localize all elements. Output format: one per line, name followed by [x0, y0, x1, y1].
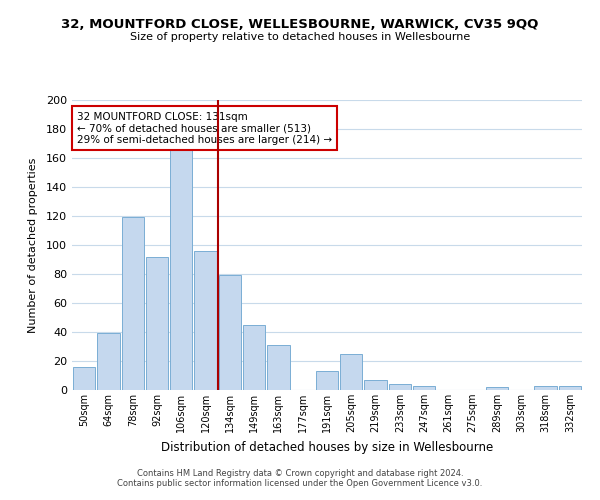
Bar	[267, 345, 290, 390]
Bar	[389, 384, 411, 390]
Bar	[146, 256, 168, 390]
Bar	[243, 325, 265, 390]
Bar	[364, 380, 387, 390]
Text: Size of property relative to detached houses in Wellesbourne: Size of property relative to detached ho…	[130, 32, 470, 42]
Text: Contains public sector information licensed under the Open Government Licence v3: Contains public sector information licen…	[118, 478, 482, 488]
Bar	[316, 371, 338, 390]
Bar	[413, 386, 436, 390]
Text: 32, MOUNTFORD CLOSE, WELLESBOURNE, WARWICK, CV35 9QQ: 32, MOUNTFORD CLOSE, WELLESBOURNE, WARWI…	[61, 18, 539, 30]
Text: 32 MOUNTFORD CLOSE: 131sqm
← 70% of detached houses are smaller (513)
29% of sem: 32 MOUNTFORD CLOSE: 131sqm ← 70% of deta…	[77, 112, 332, 145]
Bar	[97, 334, 119, 390]
Bar	[486, 387, 508, 390]
Text: Contains HM Land Registry data © Crown copyright and database right 2024.: Contains HM Land Registry data © Crown c…	[137, 468, 463, 477]
Bar	[194, 251, 217, 390]
Bar	[535, 386, 557, 390]
Bar	[340, 354, 362, 390]
Bar	[559, 386, 581, 390]
Bar	[122, 218, 144, 390]
Bar	[170, 150, 193, 390]
Bar	[73, 367, 95, 390]
Y-axis label: Number of detached properties: Number of detached properties	[28, 158, 38, 332]
X-axis label: Distribution of detached houses by size in Wellesbourne: Distribution of detached houses by size …	[161, 440, 493, 454]
Bar	[218, 276, 241, 390]
